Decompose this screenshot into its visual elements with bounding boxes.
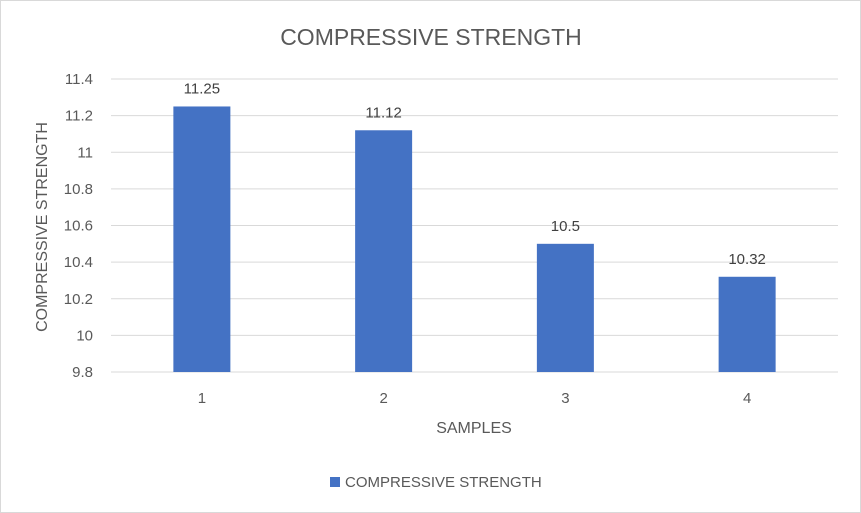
y-axis-tick-labels: 9.8 10 10.2 10.4 10.6 10.8 11 11.2 11.4 [64, 71, 93, 381]
y-tick-label: 10 [76, 327, 93, 344]
gridlines [111, 78, 838, 373]
y-tick-label: 9.8 [72, 364, 93, 381]
legend-label: COMPRESSIVE STRENGTH [345, 474, 542, 491]
y-tick-label: 10.4 [64, 254, 93, 271]
bar [718, 276, 776, 372]
chart-title: COMPRESSIVE STRENGTH [280, 24, 582, 50]
x-tick-label: 3 [561, 390, 569, 407]
x-tick-label: 4 [743, 390, 751, 407]
x-tick-label: 1 [198, 390, 206, 407]
x-axis-tick-labels: 1 2 3 4 [198, 390, 752, 407]
y-tick-label: 11.4 [65, 71, 93, 88]
y-tick-label: 10.2 [64, 291, 93, 308]
data-labels: 11.25 11.12 10.5 10.32 [184, 80, 766, 267]
y-tick-label: 10.6 [64, 218, 93, 235]
data-label: 11.12 [365, 104, 401, 121]
bar [536, 243, 594, 372]
data-label: 10.32 [728, 251, 766, 268]
x-tick-label: 2 [379, 390, 387, 407]
y-axis-title: COMPRESSIVE STRENGTH [34, 122, 51, 332]
y-tick-label: 11 [77, 144, 93, 161]
data-label: 11.25 [184, 80, 220, 97]
legend: COMPRESSIVE STRENGTH [330, 474, 542, 491]
legend-swatch [330, 477, 340, 487]
bar [355, 130, 413, 372]
y-tick-label: 11.2 [65, 108, 93, 125]
bars [173, 106, 776, 372]
bar [173, 106, 231, 372]
y-tick-label: 10.8 [64, 181, 93, 198]
data-label: 10.5 [551, 218, 580, 235]
x-axis-title: SAMPLES [436, 420, 512, 437]
